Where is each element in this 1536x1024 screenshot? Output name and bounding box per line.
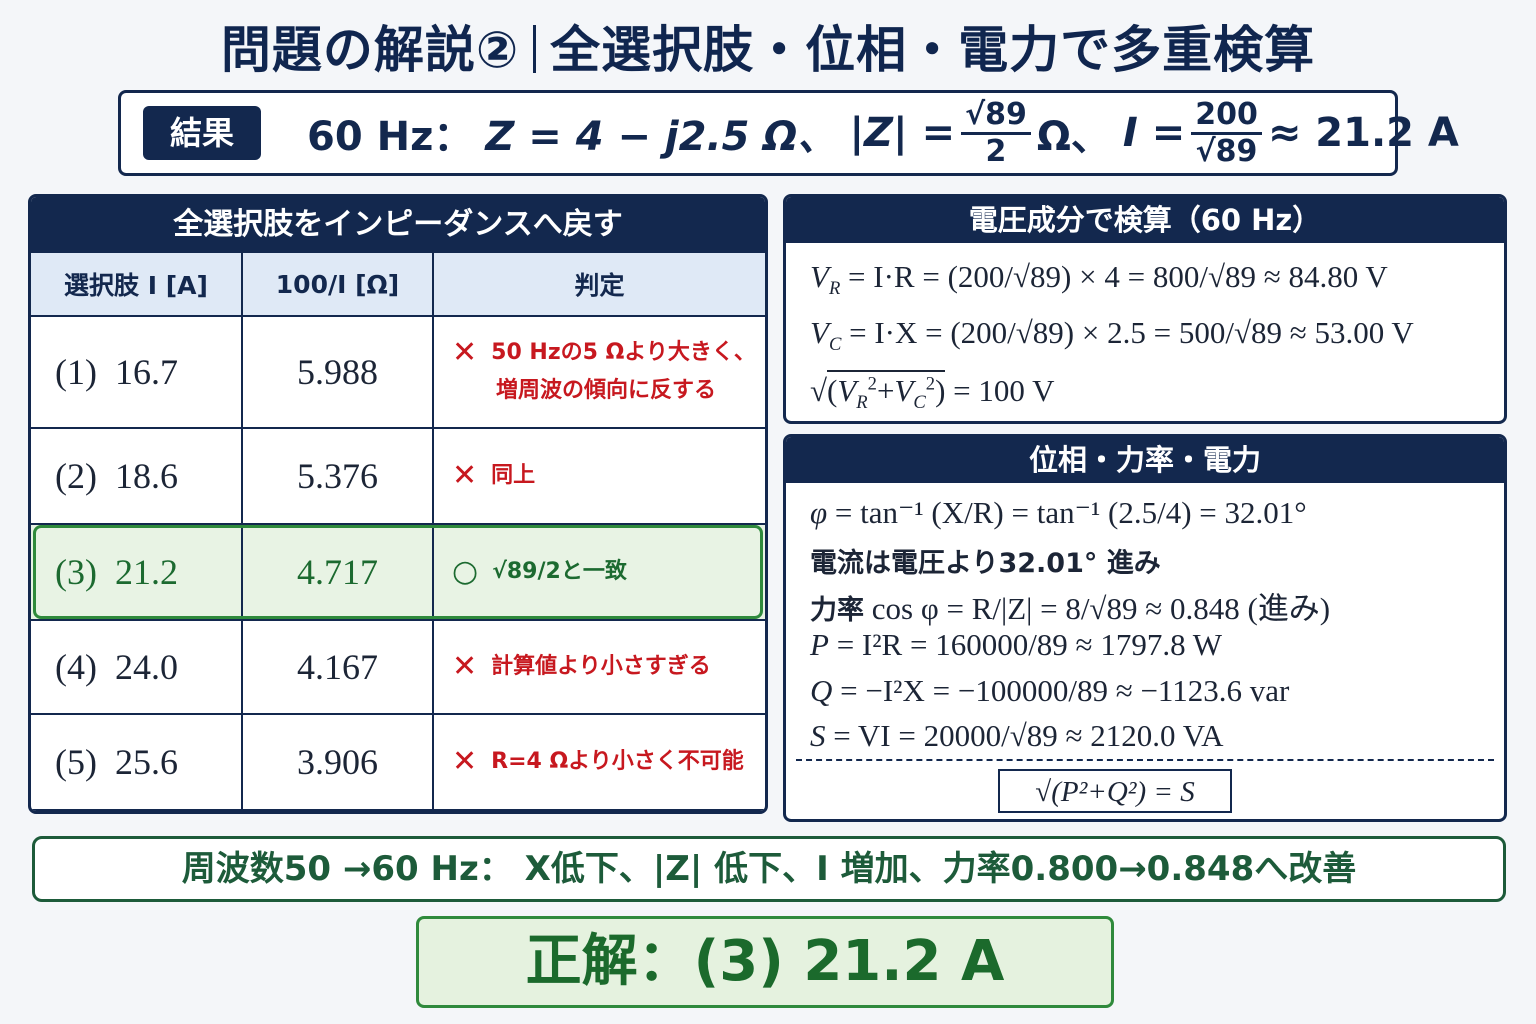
- phi-formula: φ = tan⁻¹ (X/R) = tan⁻¹ (2.5/4) = 32.01°: [810, 495, 1307, 530]
- table-header-row: 選択肢 I [A] 100/I [Ω] 判定: [31, 253, 765, 317]
- option-cell: (2) 18.6: [31, 427, 243, 525]
- impedance-cell: 5.988: [241, 315, 434, 429]
- option-cell: (5) 25.6: [31, 713, 243, 811]
- cross-icon: ✕: [452, 744, 478, 779]
- verdict-cell: ✕ 計算値より小さすぎる: [432, 619, 765, 715]
- table-row: (5) 25.6 3.906 ✕ R=4 Ωより小さく不可能: [31, 713, 765, 811]
- table-row: (1) 16.7 5.988 ✕ 50 Hzの5 Ωより大きく、 増周波の傾向に反す…: [31, 315, 765, 429]
- verdict-cell: ✕ R=4 Ωより小さく不可能: [432, 713, 765, 811]
- option-cell: (4) 24.0: [31, 619, 243, 715]
- verdict-cell: ○ √89/2と一致: [432, 523, 765, 621]
- vc-formula: VC = I·X = (200/√89) × 2.5 = 500/√89 ≈ 5…: [810, 315, 1414, 356]
- table-row: (4) 24.0 4.167 ✕ 計算値より小さすぎる: [31, 619, 765, 715]
- summary-bar: 周波数50 →60 Hz： X低下、|Z| 低下、I 増加、力率0.800→0.…: [32, 836, 1506, 902]
- current-numerator: 200: [1191, 97, 1262, 135]
- cross-icon: ✕: [452, 649, 478, 684]
- q-formula: Q = −I²X = −100000/89 ≈ −1123.6 var: [810, 673, 1290, 708]
- result-impedance: Z = 4 − j2.5 Ω、: [485, 114, 838, 160]
- options-heading: 全選択肢をインピーダンスへ戻す: [31, 197, 765, 253]
- col-header-option: 選択肢 I [A]: [31, 253, 243, 317]
- dashed-divider: [796, 759, 1494, 761]
- verdict-cell: ✕ 50 Hzの5 Ωより大きく、 増周波の傾向に反する: [432, 315, 765, 429]
- abs-z-numerator: √89: [961, 97, 1031, 135]
- col-header-verdict: 判定: [432, 253, 765, 317]
- verdict-cell: ✕ 同上: [432, 427, 765, 525]
- voltage-check-panel: 電圧成分で検算（60 Hz） VR = I·R = (200/√89) × 4 …: [783, 194, 1507, 424]
- title-right: 全選択肢・位相・電力で多重検算: [550, 21, 1316, 79]
- abs-z-unit: Ω、: [1036, 114, 1111, 160]
- vr-formula: VR = I·R = (200/√89) × 4 = 800/√89 ≈ 84.…: [810, 259, 1388, 300]
- table-row: (2) 18.6 5.376 ✕ 同上: [31, 427, 765, 525]
- col-header-impedance: 100/I [Ω]: [241, 253, 434, 317]
- result-box: 結果 60 Hz： Z = 4 − j2.5 Ω、 |Z| = √89 2 Ω、…: [118, 90, 1459, 176]
- power-heading: 位相・力率・電力: [786, 437, 1504, 483]
- title-separator: [533, 25, 537, 73]
- option-cell: (1) 16.7: [31, 315, 243, 429]
- page-title: 問題の解説② 全選択肢・位相・電力で多重検算: [0, 10, 1536, 82]
- impedance-cell: 4.717: [241, 523, 434, 621]
- title-left: 問題の解説②: [220, 21, 520, 79]
- cross-icon: ✕: [452, 458, 478, 493]
- s-formula: S = VI = 20000/√89 ≈ 2120.0 VA: [810, 718, 1224, 753]
- result-tag: 結果: [143, 106, 261, 160]
- current-value: ≈ 21.2 A: [1267, 110, 1459, 156]
- result-formula: 60 Hz： Z = 4 − j2.5 Ω、 |Z| = √89 2 Ω、 I …: [307, 93, 1459, 173]
- pf-formula: 力率 cos φ = R/|Z| = 8/√89 ≈ 0.848 (進み): [810, 591, 1331, 626]
- vsum-formula: √(VR2+VC2) = 100 V: [810, 370, 1054, 412]
- options-panel: 全選択肢をインピーダンスへ戻す 選択肢 I [A] 100/I [Ω] 判定 (…: [28, 194, 768, 814]
- result-abs-z: |Z| =: [849, 110, 956, 156]
- result-freq: 60 Hz：: [307, 114, 474, 160]
- options-table: 選択肢 I [A] 100/I [Ω] 判定 (1) 16.7 5.988 ✕ 5…: [31, 253, 765, 811]
- voltage-heading: 電圧成分で検算（60 Hz）: [786, 197, 1504, 243]
- current-fraction: 200 √89: [1191, 97, 1262, 169]
- lead-text: 電流は電圧より32.01° 進み: [810, 548, 1161, 579]
- p-formula: P = I²R = 160000/89 ≈ 1797.8 W: [810, 627, 1223, 662]
- answer-box: 正解：(3) 21.2 A: [416, 916, 1114, 1008]
- table-row-correct: (3) 21.2 4.717 ○ √89/2と一致: [31, 523, 765, 621]
- circle-icon: ○: [452, 554, 479, 589]
- cross-icon: ✕: [452, 335, 478, 370]
- abs-z-fraction: √89 2: [961, 97, 1031, 169]
- power-panel: 位相・力率・電力 φ = tan⁻¹ (X/R) = tan⁻¹ (2.5/4)…: [783, 434, 1507, 822]
- impedance-cell: 5.376: [241, 427, 434, 525]
- impedance-cell: 3.906: [241, 713, 434, 811]
- result-current-label: I =: [1122, 110, 1186, 156]
- impedance-cell: 4.167: [241, 619, 434, 715]
- current-denominator: √89: [1195, 133, 1258, 169]
- abs-z-denominator: 2: [985, 133, 1007, 169]
- power-check-box: √(P²+Q²) = S: [998, 769, 1232, 813]
- option-cell: (3) 21.2: [31, 523, 243, 621]
